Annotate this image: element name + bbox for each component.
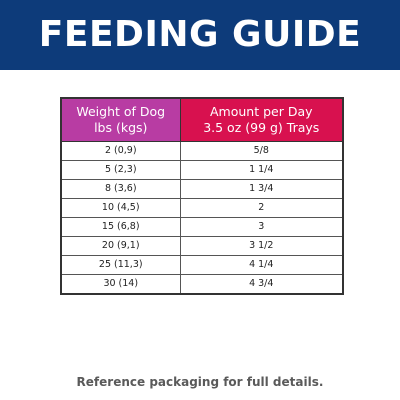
table-row: 5 (2,3) 1 1/4 — [60, 160, 344, 180]
table-header-row: Weight of Dog lbs (kgs) Amount per Day 3… — [60, 97, 344, 142]
header-amount-line1: Amount per Day — [209, 104, 313, 119]
amount-cell: 4 1/4 — [179, 255, 344, 275]
weight-cell: 8 (3,6) — [60, 179, 181, 199]
table-row: 20 (9,1) 3 1/2 — [60, 236, 344, 256]
header-weight-line2: lbs (kgs) — [94, 120, 148, 135]
header-weight-of-dog: Weight of Dog lbs (kgs) — [60, 97, 181, 142]
amount-cell: 1 1/4 — [179, 160, 344, 180]
header-amount-per-day: Amount per Day 3.5 oz (99 g) Trays — [179, 97, 344, 142]
feeding-table: Weight of Dog lbs (kgs) Amount per Day 3… — [60, 97, 344, 295]
table-row: 25 (11,3) 4 1/4 — [60, 255, 344, 275]
table-row: 2 (0,9) 5/8 — [60, 141, 344, 161]
amount-cell: 3 1/2 — [179, 236, 344, 256]
footer-note: Reference packaging for full details. — [76, 375, 324, 389]
header-banner: FEEDING GUIDE — [0, 0, 400, 70]
weight-cell: 10 (4,5) — [60, 198, 181, 218]
amount-cell: 4 3/4 — [179, 274, 344, 295]
weight-cell: 30 (14) — [60, 274, 181, 295]
weight-cell: 5 (2,3) — [60, 160, 181, 180]
weight-cell: 2 (0,9) — [60, 141, 181, 161]
amount-cell: 5/8 — [179, 141, 344, 161]
header-amount-line2: 3.5 oz (99 g) Trays — [203, 120, 320, 135]
table-row: 8 (3,6) 1 3/4 — [60, 179, 344, 199]
amount-cell: 2 — [179, 198, 344, 218]
table-row: 30 (14) 4 3/4 — [60, 274, 344, 295]
weight-cell: 15 (6,8) — [60, 217, 181, 237]
page-title: FEEDING GUIDE — [38, 14, 362, 55]
weight-cell: 20 (9,1) — [60, 236, 181, 256]
weight-cell: 25 (11,3) — [60, 255, 181, 275]
header-weight-line1: Weight of Dog — [76, 104, 166, 119]
amount-cell: 3 — [179, 217, 344, 237]
table-row: 15 (6,8) 3 — [60, 217, 344, 237]
table-row: 10 (4,5) 2 — [60, 198, 344, 218]
amount-cell: 1 3/4 — [179, 179, 344, 199]
